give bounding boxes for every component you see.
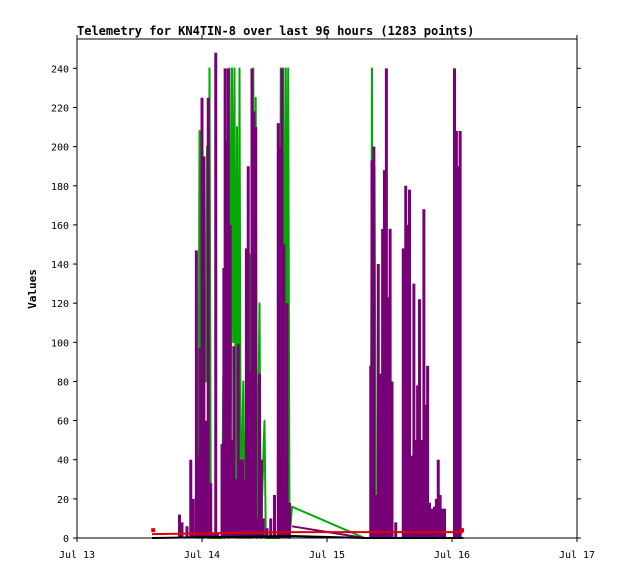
- y-tick-label: 40: [57, 456, 69, 467]
- x-tick-label: Jul 17: [559, 550, 595, 561]
- chart-title: Telemetry for KN4TIN-8 over last 96 hour…: [77, 24, 474, 38]
- y-tick-label: 140: [51, 260, 69, 271]
- series-layer: [151, 52, 464, 539]
- y-axis: 0 20 40 60 80 100 120 140 160 180 200 220 240: [51, 64, 581, 545]
- y-tick-label: 100: [51, 338, 69, 349]
- x-tick-label: Jul 16: [434, 550, 470, 561]
- x-tick-label: Jul 15: [309, 550, 345, 561]
- y-tick-label: 120: [51, 299, 69, 310]
- y-tick-label: 220: [51, 103, 69, 114]
- series-3-line: [151, 531, 464, 536]
- y-tick-label: 200: [51, 143, 69, 154]
- y-tick-label: 80: [57, 377, 69, 388]
- y-tick-label: 240: [51, 64, 69, 75]
- y-tick-label: 60: [57, 417, 69, 428]
- y-tick-label: 20: [57, 495, 69, 506]
- y-tick-label: 180: [51, 182, 69, 193]
- series-4-marker: [460, 528, 464, 533]
- series-4-marker: [151, 528, 156, 533]
- y-tick-label: 160: [51, 221, 69, 232]
- x-tick-label: Jul 13: [59, 550, 95, 561]
- y-axis-label: Values: [26, 269, 39, 309]
- x-axis: Jul 13 Jul 14 Jul 15 Jul 16 Jul 17: [59, 35, 595, 561]
- y-tick-label: 0: [63, 534, 69, 545]
- x-tick-label: Jul 14: [184, 550, 220, 561]
